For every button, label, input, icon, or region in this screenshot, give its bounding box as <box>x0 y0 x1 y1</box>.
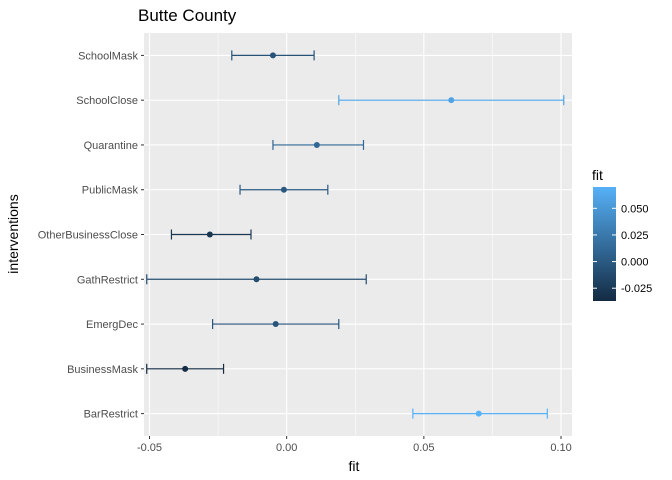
y-tick-label: EmergDec <box>86 319 138 331</box>
legend-title: fit <box>592 167 603 183</box>
legend-colorbar <box>593 187 616 301</box>
y-tick-label: SchoolMask <box>78 50 138 62</box>
y-tick-label: SchoolClose <box>76 95 138 107</box>
plot-panel <box>144 33 572 436</box>
x-axis-title: fit <box>349 458 360 474</box>
x-tick-label: 0.10 <box>550 442 571 454</box>
legend: fit 0.050 0.025 0.000 -0.025 <box>592 167 652 301</box>
y-tick-label: BusinessMask <box>67 364 138 376</box>
legend-label: 0.000 <box>621 257 649 269</box>
y-tick-label: OtherBusinessClose <box>38 230 138 242</box>
legend-label: 0.025 <box>621 230 649 242</box>
point-Quarantine <box>313 141 320 148</box>
x-tick-label: -0.05 <box>137 442 162 454</box>
point-SchoolClose <box>448 97 455 104</box>
y-tick-label: PublicMask <box>82 185 139 197</box>
y-axis: SchoolMask SchoolClose Quarantine PublicMas… <box>38 50 144 421</box>
y-axis-title: interventions <box>5 194 21 273</box>
point-BarRestrict <box>475 410 482 417</box>
y-tick-label: GathRestrict <box>77 274 138 286</box>
point-SchoolMask <box>269 52 276 59</box>
point-BusinessMask <box>182 365 189 372</box>
chart-title: Butte County <box>138 6 237 25</box>
point-EmergDec <box>272 321 279 328</box>
y-tick-label: BarRestrict <box>84 409 138 421</box>
x-axis: -0.05 0.00 0.05 0.10 <box>137 436 572 454</box>
x-tick-label: 0.05 <box>413 442 434 454</box>
x-tick-label: 0.00 <box>276 442 297 454</box>
point-OtherBusinessClose <box>206 231 213 238</box>
point-GathRestrict <box>253 276 260 283</box>
point-PublicMask <box>280 186 287 193</box>
legend-label: 0.050 <box>621 203 649 215</box>
y-tick-label: Quarantine <box>84 140 138 152</box>
legend-label: -0.025 <box>621 283 652 295</box>
